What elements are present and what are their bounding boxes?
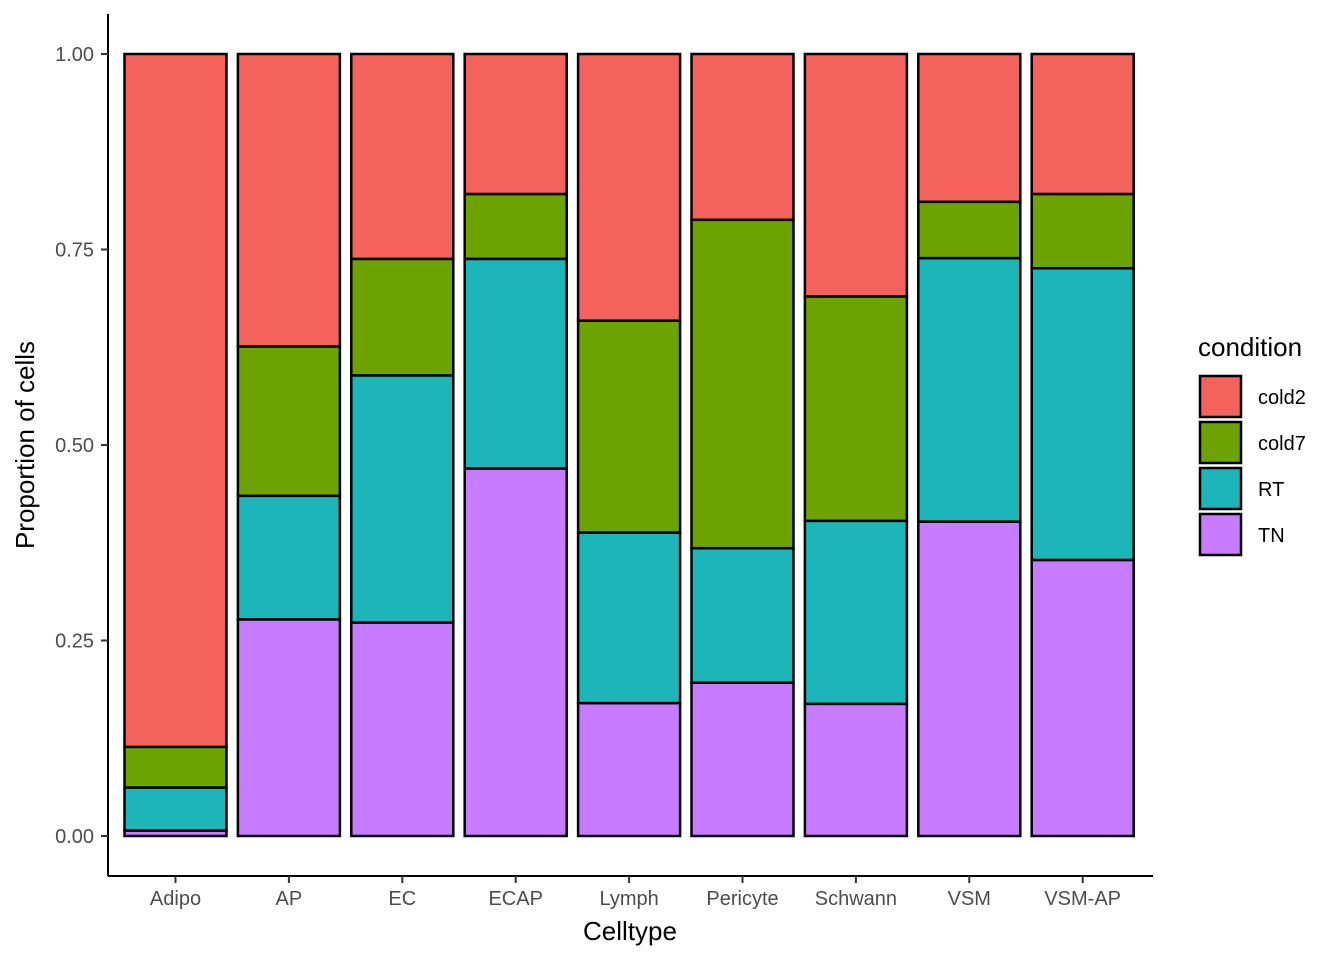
x-tick-label-pericyte: Pericyte <box>706 888 778 910</box>
bar-segment-schwann-cold2 <box>803 52 909 298</box>
x-tick-label-lymph: Lymph <box>599 888 658 910</box>
bar-segment-pericyte-cold2 <box>690 52 795 222</box>
bar-segment-lymph-tn <box>576 701 682 838</box>
x-tick-label-vsm-ap: VSM-AP <box>1044 888 1121 910</box>
bar-segment-vsm-ap-tn <box>1030 558 1135 838</box>
legend-key-cold2 <box>1198 374 1243 419</box>
bar-segment-ap-tn <box>236 618 342 838</box>
x-tick-label-ap: AP <box>276 888 303 910</box>
bar-segment-adipo-rt <box>123 786 228 832</box>
x-tick-label-schwann: Schwann <box>815 888 897 910</box>
bar-segment-adipo-cold2 <box>123 52 228 749</box>
y-tick-label: 0.50 <box>55 435 94 457</box>
bar-segment-ecap-cold7 <box>463 192 568 261</box>
bar-segment-lymph-cold2 <box>576 52 682 322</box>
bar-segment-pericyte-rt <box>690 546 795 684</box>
y-tick-label: 1.00 <box>55 44 94 66</box>
legend-label-cold7: cold7 <box>1258 433 1306 455</box>
bar-segment-lymph-rt <box>576 531 682 705</box>
bar-segment-ecap-rt <box>463 257 568 470</box>
legend-key-tn <box>1198 512 1243 557</box>
y-tick-label: 0.00 <box>55 826 94 848</box>
x-tick-label-ec: EC <box>388 888 416 910</box>
bar-segment-schwann-tn <box>803 702 909 838</box>
legend-label-rt: RT <box>1258 479 1284 501</box>
bar-segment-ec-cold2 <box>350 52 455 261</box>
bar-segment-adipo-cold7 <box>123 745 228 789</box>
bar-segment-schwann-cold7 <box>803 295 909 523</box>
legend-label-tn: TN <box>1258 525 1285 547</box>
bar-segment-pericyte-tn <box>690 681 795 838</box>
legend-key-rt <box>1198 466 1243 511</box>
y-ticks-group: 0.00 0.25 0.50 0.75 1.00 <box>55 44 108 848</box>
bar-segment-vsm-ap-cold7 <box>1030 192 1135 270</box>
bar-segment-ecap-tn <box>463 467 568 838</box>
bar-segment-schwann-rt <box>803 519 909 706</box>
bar-segment-vsm-cold7 <box>917 200 1022 260</box>
bar-segment-ap-cold7 <box>236 345 342 498</box>
bar-segment-lymph-cold7 <box>576 319 682 534</box>
bar-segment-vsm-tn <box>917 520 1022 838</box>
bar-segment-vsm-rt <box>917 256 1022 523</box>
y-tick-label: 0.75 <box>55 240 94 262</box>
bar-segment-ec-cold7 <box>350 257 455 377</box>
bars-group <box>123 52 1135 838</box>
y-axis-title: Proportion of cells <box>10 341 40 549</box>
bar-segment-ec-tn <box>350 621 455 838</box>
legend: condition cold2 cold7 RT TN <box>1198 332 1306 557</box>
legend-label-cold2: cold2 <box>1258 387 1306 409</box>
legend-key-cold7 <box>1198 420 1243 465</box>
x-ticks-group: Adipo AP EC ECAP Lymph Pericyte Schwann VSM VSM-… <box>150 876 1121 910</box>
x-tick-label-adipo: Adipo <box>150 888 201 910</box>
x-tick-label-vsm: VSM <box>948 888 991 910</box>
bar-segment-pericyte-cold7 <box>690 218 795 550</box>
x-axis-title: Celltype <box>583 916 677 946</box>
bar-segment-ap-rt <box>236 494 342 621</box>
bar-segment-ec-rt <box>350 374 455 624</box>
x-tick-label-ecap: ECAP <box>488 888 542 910</box>
bar-segment-ap-cold2 <box>236 52 342 348</box>
bar-segment-vsm-ap-cold2 <box>1030 52 1135 196</box>
bar-segment-ecap-cold2 <box>463 52 568 196</box>
bar-segment-vsm-ap-rt <box>1030 267 1135 562</box>
legend-title: condition <box>1198 332 1302 362</box>
bar-segment-vsm-cold2 <box>917 52 1022 204</box>
y-tick-label: 0.25 <box>55 631 94 653</box>
